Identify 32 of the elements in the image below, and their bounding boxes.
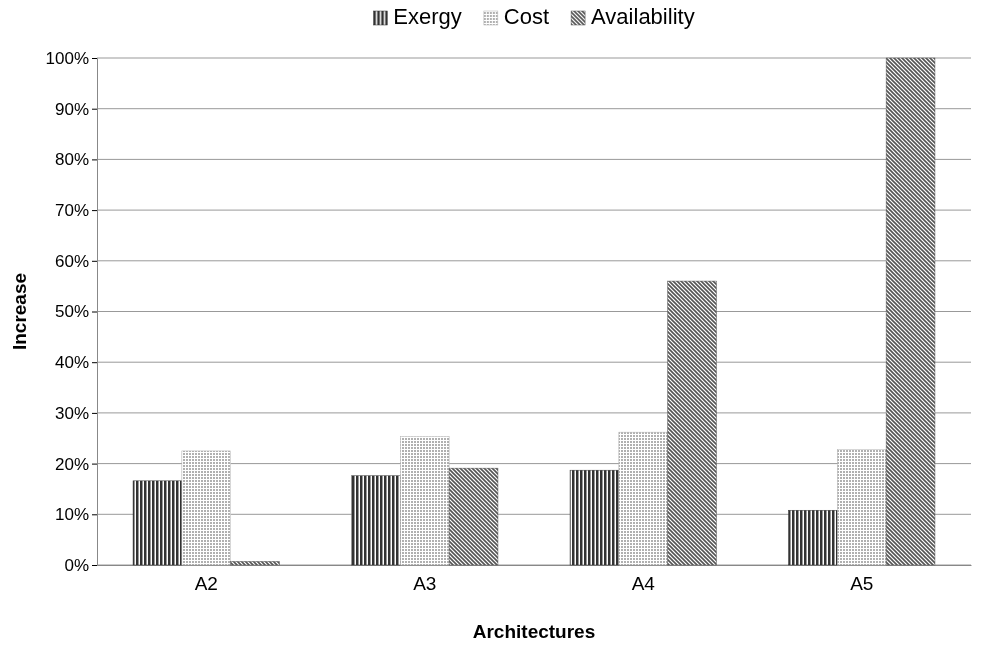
bar — [230, 561, 280, 566]
y-tick-label: 80% — [54, 150, 89, 170]
bar — [181, 450, 231, 566]
y-tick-label: 50% — [54, 302, 89, 322]
bar — [618, 431, 668, 566]
y-tick-label: 100% — [45, 48, 89, 68]
y-tick-label: 60% — [54, 251, 89, 271]
y-tick-label: 10% — [54, 505, 89, 525]
y-tick-label: 20% — [54, 454, 89, 474]
x-axis-title: Architectures — [472, 621, 596, 642]
bar — [788, 509, 838, 566]
legend-label: Exergy — [393, 4, 462, 29]
y-tick-label: 90% — [54, 99, 89, 119]
x-tick-label: A5 — [850, 573, 874, 595]
bar — [132, 480, 183, 566]
bar — [837, 449, 887, 566]
bar — [569, 469, 620, 566]
legend-label: Cost — [503, 4, 550, 29]
bar — [885, 57, 936, 566]
x-tick-label: A2 — [194, 573, 218, 595]
y-axis-title: Increase — [9, 272, 30, 351]
bar — [400, 436, 450, 566]
legend-label: Availability — [591, 4, 695, 29]
x-tick-label: A4 — [631, 573, 656, 595]
y-tick-label: 0% — [64, 555, 89, 575]
bar — [667, 280, 717, 566]
bar — [448, 467, 499, 566]
y-tick-label: 70% — [54, 201, 89, 221]
x-tick-label: A3 — [413, 573, 437, 595]
y-tick-label: 40% — [54, 353, 89, 373]
bar — [351, 475, 401, 566]
y-tick-label: 30% — [54, 403, 89, 423]
